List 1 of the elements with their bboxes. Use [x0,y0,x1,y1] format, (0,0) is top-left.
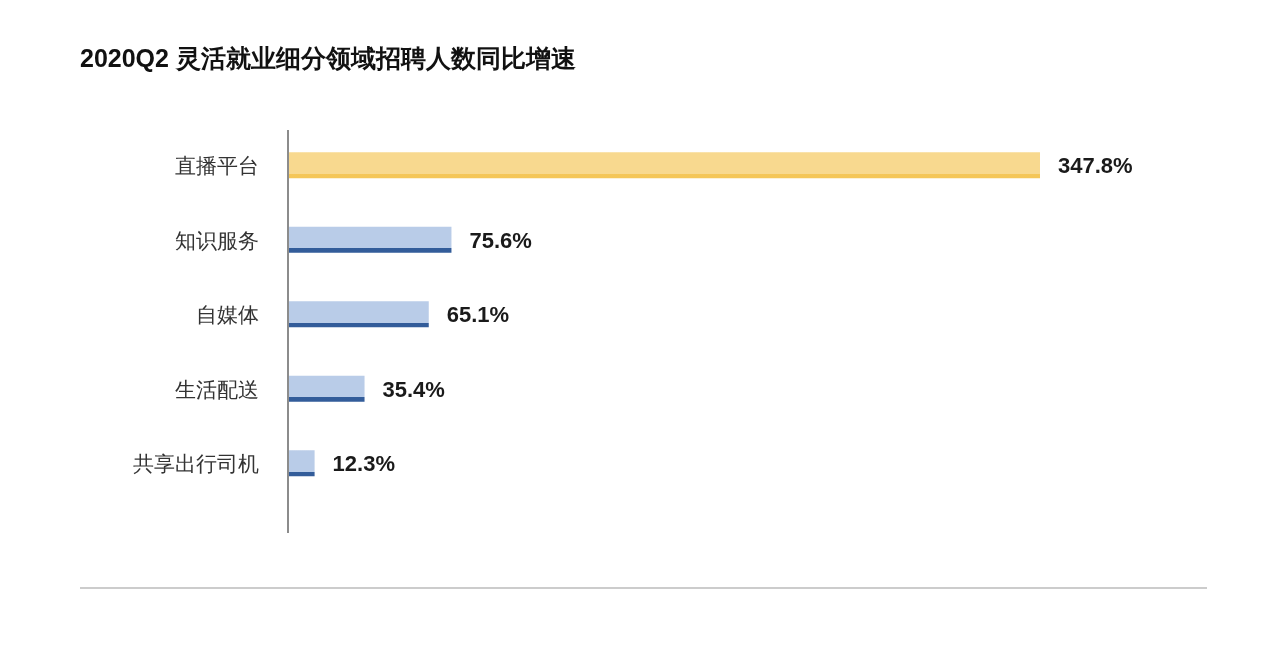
title: 2020Q2 灵活就业细分领域招聘人数同比增速 [80,44,576,72]
